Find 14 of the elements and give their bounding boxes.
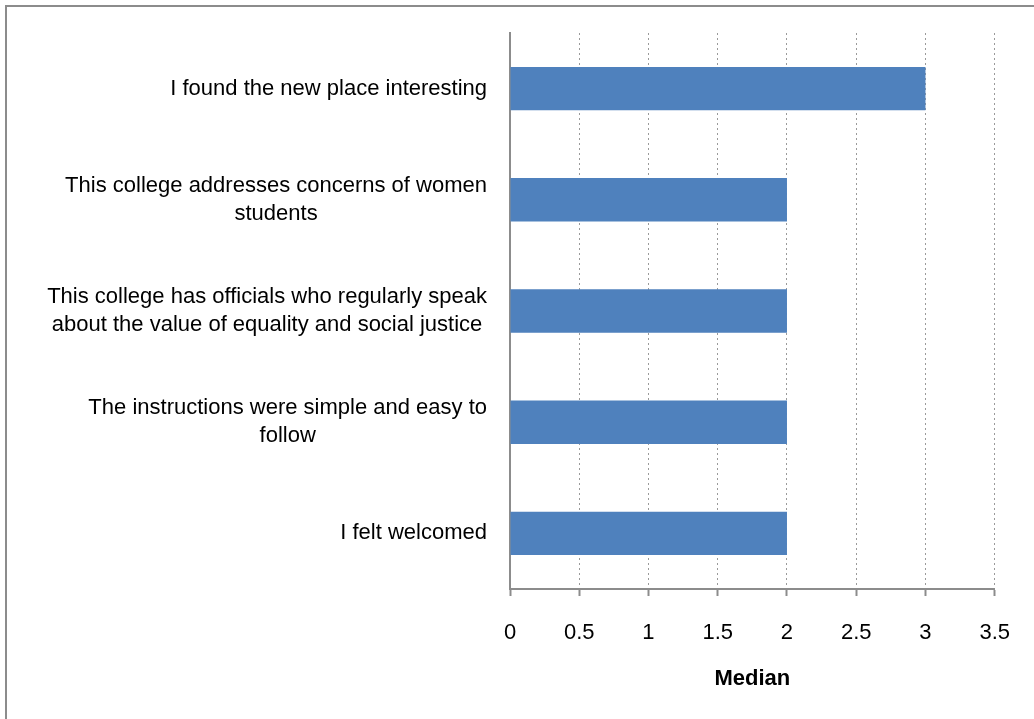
x-tick-label: 3 bbox=[919, 619, 932, 645]
x-tick-label: 2 bbox=[780, 619, 794, 645]
x-tick-label: 2.5 bbox=[840, 619, 872, 645]
x-tick-label: 1.5 bbox=[702, 619, 734, 645]
x-tick-label: 3.5 bbox=[979, 619, 1011, 645]
y-tick-label: This college has officials who regularly speak about the value of equality and social justice bbox=[47, 283, 488, 337]
x-tick-label: 0.5 bbox=[563, 619, 595, 645]
y-tick-label: The instructions were simple and easy to follow bbox=[88, 394, 487, 448]
x-axis-title: Median bbox=[714, 664, 791, 690]
x-tick-label: 0 bbox=[503, 619, 517, 645]
y-tick-label: I found the new place interesting bbox=[170, 74, 487, 100]
x-tick-label: 1 bbox=[642, 619, 655, 645]
y-tick-label: I felt welcomed bbox=[340, 519, 487, 545]
y-tick-label: This college addresses concerns of women students bbox=[65, 171, 488, 225]
